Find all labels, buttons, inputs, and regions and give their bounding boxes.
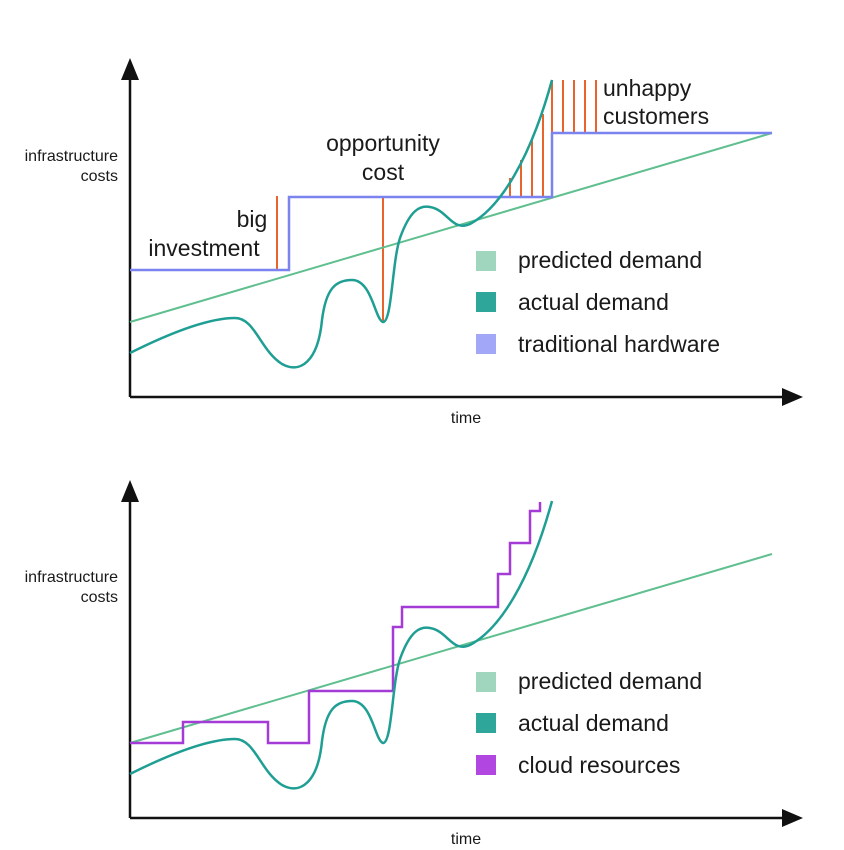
- top-actual-demand-curve: [129, 79, 554, 369]
- top-x-axis-label: time: [451, 410, 481, 427]
- traditional-hardware-line: [130, 131, 772, 272]
- opportunity-cost-label-line2: cost: [362, 159, 405, 185]
- top-predicted-demand-line: [129, 132, 773, 323]
- top-y-axis-label-line1: infrastructure: [25, 148, 118, 165]
- top-y-axis-arrow: [121, 58, 139, 80]
- cloud-resources-line: [130, 502, 542, 745]
- top-chart: infrastructure costs time big investment…: [25, 58, 803, 427]
- bottom-y-axis-label-line1: infrastructure: [25, 569, 118, 586]
- legend-label-hardware: traditional hardware: [518, 331, 720, 357]
- bottom-x-axis-arrow: [782, 809, 803, 827]
- top-gap-lines: [276, 80, 597, 322]
- unhappy-customers-label-line2: customers: [603, 103, 709, 129]
- legend-label-actual: actual demand: [518, 289, 669, 315]
- bottom-legend: predicted demand actual demand cloud res…: [476, 668, 702, 778]
- legend-swatch-actual: [476, 713, 496, 733]
- legend-swatch-predicted: [476, 251, 496, 271]
- opportunity-cost-label-line1: opportunity: [326, 130, 440, 156]
- legend-label-cloud: cloud resources: [518, 752, 680, 778]
- big-investment-label-line1: big: [237, 206, 268, 232]
- legend-swatch-predicted: [476, 672, 496, 692]
- bottom-x-axis-label: time: [451, 831, 481, 848]
- top-legend: predicted demand actual demand tradition…: [476, 247, 720, 357]
- bottom-chart: infrastructure costs time predicted dema…: [25, 480, 803, 848]
- top-x-axis-arrow: [782, 388, 803, 406]
- unhappy-customers-label-line1: unhappy: [603, 75, 692, 101]
- legend-label-predicted: predicted demand: [518, 668, 702, 694]
- top-y-axis-label-line2: costs: [81, 168, 118, 185]
- legend-swatch-hardware: [476, 334, 496, 354]
- legend-swatch-actual: [476, 292, 496, 312]
- big-investment-label-line2: investment: [148, 235, 260, 261]
- bottom-y-axis-arrow: [121, 480, 139, 502]
- bottom-actual-demand-curve: [129, 500, 554, 790]
- bottom-y-axis-label-line2: costs: [81, 589, 118, 606]
- legend-label-predicted: predicted demand: [518, 247, 702, 273]
- bottom-predicted-demand-line: [129, 553, 773, 744]
- legend-swatch-cloud: [476, 755, 496, 775]
- legend-label-actual: actual demand: [518, 710, 669, 736]
